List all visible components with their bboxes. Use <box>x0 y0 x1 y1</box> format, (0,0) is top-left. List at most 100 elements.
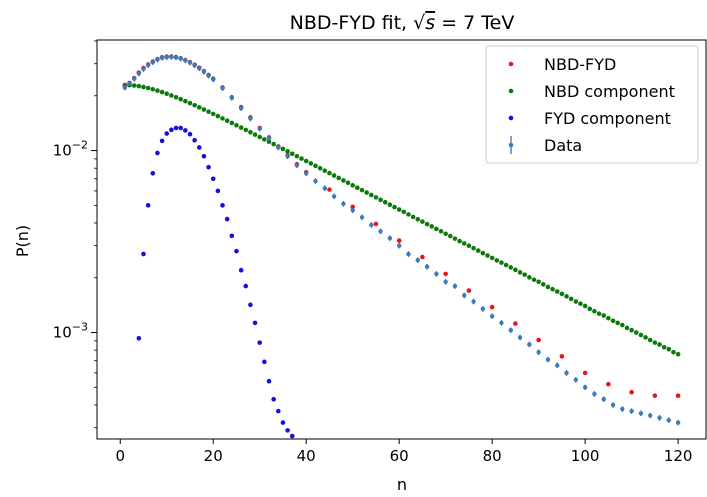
data-point <box>131 76 137 81</box>
data-point <box>443 231 448 237</box>
data-point <box>308 161 314 166</box>
data-point <box>164 91 170 97</box>
data-point <box>471 299 476 304</box>
data-point <box>480 306 486 312</box>
data-point <box>294 163 300 168</box>
data-point <box>666 346 672 352</box>
data-point <box>127 81 132 86</box>
x-tick-label: 20 <box>204 447 223 465</box>
data-point <box>173 55 179 60</box>
data-point <box>406 212 411 217</box>
data-point <box>187 131 193 137</box>
data-point <box>178 56 183 61</box>
data-point <box>187 60 193 65</box>
data-point <box>150 170 156 176</box>
data-point <box>322 168 328 173</box>
data-point <box>141 251 146 257</box>
data-point <box>145 62 151 68</box>
data-point <box>657 415 662 420</box>
data-point <box>331 194 337 199</box>
data-point <box>452 283 458 289</box>
data-point <box>461 241 467 246</box>
data-point <box>466 243 472 249</box>
data-point <box>141 84 146 90</box>
data-point <box>420 219 425 224</box>
data-point <box>327 170 332 176</box>
data-point <box>234 248 239 254</box>
data-point <box>620 322 625 328</box>
data-point <box>554 289 560 294</box>
legend-marker <box>508 142 514 148</box>
data-point <box>429 224 435 229</box>
data-point <box>229 120 235 126</box>
series-nbd-component <box>122 82 681 357</box>
data-point <box>675 351 681 357</box>
data-point <box>643 335 648 340</box>
data-point <box>248 129 253 135</box>
data-point <box>252 132 258 137</box>
legend: NBD-FYD NBD component FYD component Data <box>485 45 699 164</box>
legend-marker <box>508 61 514 67</box>
data-point <box>178 125 183 131</box>
x-tick-label: 80 <box>483 447 502 465</box>
data-point <box>173 125 179 131</box>
data-point <box>359 215 365 220</box>
data-point <box>652 340 658 345</box>
data-point <box>257 340 263 345</box>
data-point <box>238 267 244 273</box>
data-point <box>206 164 211 170</box>
data-point <box>559 291 565 297</box>
data-point <box>183 98 188 104</box>
data-point <box>373 195 379 200</box>
data-point <box>378 229 383 234</box>
data-point <box>624 325 630 331</box>
data-point <box>369 222 374 228</box>
data-point <box>215 113 221 119</box>
data-point <box>527 275 532 280</box>
data-point <box>568 296 574 302</box>
data-point <box>564 294 569 299</box>
data-point <box>285 154 290 159</box>
data-point <box>201 153 207 159</box>
data-point <box>224 216 230 222</box>
data-point <box>420 254 425 260</box>
data-point <box>499 320 504 326</box>
data-point <box>276 145 281 150</box>
data-point <box>173 94 179 100</box>
data-point <box>341 201 346 206</box>
data-point <box>303 171 309 176</box>
data-point <box>382 199 388 205</box>
data-point <box>234 122 239 128</box>
x-tick-label: 0 <box>115 447 125 465</box>
data-point <box>392 204 397 210</box>
data-point <box>187 100 193 106</box>
plot-frame <box>96 39 707 440</box>
x-tick-label: 60 <box>390 447 409 465</box>
data-point <box>271 396 276 402</box>
data-point <box>545 284 551 290</box>
data-point <box>192 63 197 68</box>
data-point <box>559 354 565 359</box>
data-point <box>322 186 327 191</box>
data-point <box>266 135 272 141</box>
data-point <box>657 342 662 347</box>
data-point <box>629 327 634 333</box>
data-point <box>206 109 211 114</box>
data-point <box>327 187 332 192</box>
data-point <box>424 264 430 269</box>
y-tick-label: 10−3 <box>53 321 88 342</box>
data-point <box>331 173 337 178</box>
data-point <box>410 214 416 220</box>
data-point <box>150 59 155 65</box>
data-point <box>150 86 156 92</box>
data-point <box>197 66 202 71</box>
data-point <box>164 131 170 136</box>
x-tick-label: 40 <box>297 447 316 465</box>
x-axis-label: n <box>397 475 407 494</box>
data-point <box>647 337 653 343</box>
data-point <box>508 265 514 270</box>
data-point <box>266 139 272 145</box>
data-point <box>536 279 541 285</box>
data-point <box>192 102 197 108</box>
data-point <box>443 279 448 285</box>
